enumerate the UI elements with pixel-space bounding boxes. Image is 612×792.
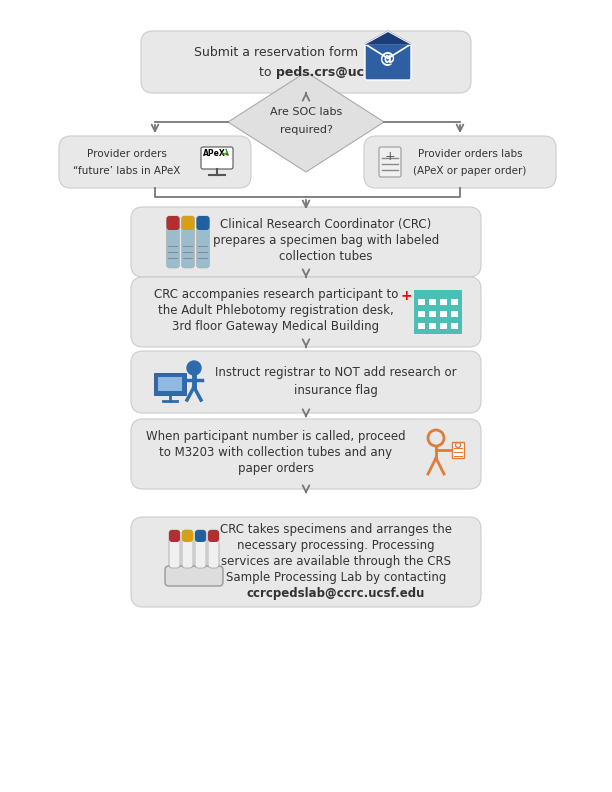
Text: paper orders: paper orders bbox=[238, 462, 314, 474]
Text: (APeX or paper order): (APeX or paper order) bbox=[413, 166, 527, 176]
FancyBboxPatch shape bbox=[166, 216, 179, 268]
Text: Sample Processing Lab by contacting: Sample Processing Lab by contacting bbox=[226, 572, 446, 584]
FancyBboxPatch shape bbox=[208, 530, 219, 568]
Text: Instruct registrar to NOT add research or: Instruct registrar to NOT add research o… bbox=[215, 365, 457, 379]
Text: Provider orders labs: Provider orders labs bbox=[417, 149, 522, 159]
FancyBboxPatch shape bbox=[169, 530, 180, 568]
Text: CRC accompanies research participant to: CRC accompanies research participant to bbox=[154, 287, 398, 300]
Text: Are SOC labs: Are SOC labs bbox=[270, 107, 342, 117]
Bar bbox=[440, 299, 447, 305]
Text: Provider orders: Provider orders bbox=[87, 149, 167, 159]
Bar bbox=[158, 378, 182, 390]
Text: +: + bbox=[385, 150, 395, 162]
Text: “future’ labs in APeX: “future’ labs in APeX bbox=[73, 166, 181, 176]
Text: insurance flag: insurance flag bbox=[294, 383, 378, 397]
FancyBboxPatch shape bbox=[364, 136, 556, 188]
Text: to: to bbox=[259, 66, 276, 78]
Circle shape bbox=[187, 361, 201, 375]
Bar bbox=[154, 373, 186, 395]
Text: When participant number is called, proceed: When participant number is called, proce… bbox=[146, 429, 406, 443]
FancyBboxPatch shape bbox=[379, 147, 401, 177]
FancyBboxPatch shape bbox=[182, 530, 193, 542]
Bar bbox=[451, 299, 458, 305]
Text: the Adult Phlebotomy registration desk,: the Adult Phlebotomy registration desk, bbox=[158, 303, 394, 317]
Text: to M3203 with collection tubes and any: to M3203 with collection tubes and any bbox=[160, 445, 392, 459]
Bar bbox=[418, 299, 425, 305]
Polygon shape bbox=[365, 32, 411, 44]
FancyBboxPatch shape bbox=[131, 277, 481, 347]
FancyBboxPatch shape bbox=[131, 351, 481, 413]
Bar bbox=[452, 442, 464, 458]
Bar bbox=[451, 323, 458, 329]
Text: 3rd floor Gateway Medical Building: 3rd floor Gateway Medical Building bbox=[173, 319, 379, 333]
Bar bbox=[429, 311, 436, 317]
FancyBboxPatch shape bbox=[196, 216, 209, 230]
Bar bbox=[429, 299, 436, 305]
FancyBboxPatch shape bbox=[165, 566, 223, 586]
FancyBboxPatch shape bbox=[182, 216, 195, 230]
Polygon shape bbox=[228, 72, 384, 172]
Bar bbox=[451, 311, 458, 317]
Text: prepares a specimen bag with labeled: prepares a specimen bag with labeled bbox=[213, 234, 439, 246]
Text: Submit a reservation form: Submit a reservation form bbox=[194, 45, 358, 59]
FancyBboxPatch shape bbox=[166, 216, 179, 230]
Bar bbox=[440, 323, 447, 329]
Text: APeX: APeX bbox=[203, 149, 225, 158]
FancyBboxPatch shape bbox=[169, 530, 180, 542]
Text: services are available through the CRS: services are available through the CRS bbox=[221, 555, 451, 569]
FancyBboxPatch shape bbox=[131, 517, 481, 607]
Text: required?: required? bbox=[280, 125, 332, 135]
FancyBboxPatch shape bbox=[59, 136, 251, 188]
Text: CRC takes specimens and arranges the: CRC takes specimens and arranges the bbox=[220, 524, 452, 536]
Text: peds.crs@ucsf.edu: peds.crs@ucsf.edu bbox=[276, 66, 407, 78]
FancyBboxPatch shape bbox=[141, 31, 471, 93]
FancyBboxPatch shape bbox=[365, 44, 411, 80]
FancyBboxPatch shape bbox=[201, 147, 233, 169]
Bar bbox=[418, 323, 425, 329]
Text: +: + bbox=[400, 289, 412, 303]
FancyBboxPatch shape bbox=[131, 419, 481, 489]
Text: necessary processing. Processing: necessary processing. Processing bbox=[237, 539, 435, 553]
FancyBboxPatch shape bbox=[195, 530, 206, 542]
FancyBboxPatch shape bbox=[196, 216, 209, 268]
FancyBboxPatch shape bbox=[208, 530, 219, 542]
FancyBboxPatch shape bbox=[182, 216, 195, 268]
Text: collection tubes: collection tubes bbox=[279, 249, 373, 262]
Text: Clinical Research Coordinator (CRC): Clinical Research Coordinator (CRC) bbox=[220, 218, 431, 230]
Text: @: @ bbox=[381, 51, 395, 66]
FancyBboxPatch shape bbox=[195, 530, 206, 568]
Bar bbox=[418, 311, 425, 317]
FancyBboxPatch shape bbox=[182, 530, 193, 568]
Bar bbox=[440, 311, 447, 317]
Bar bbox=[429, 323, 436, 329]
Text: ccrcpedslab@ccrc.ucsf.edu: ccrcpedslab@ccrc.ucsf.edu bbox=[247, 588, 425, 600]
Bar bbox=[414, 290, 462, 334]
FancyBboxPatch shape bbox=[131, 207, 481, 277]
